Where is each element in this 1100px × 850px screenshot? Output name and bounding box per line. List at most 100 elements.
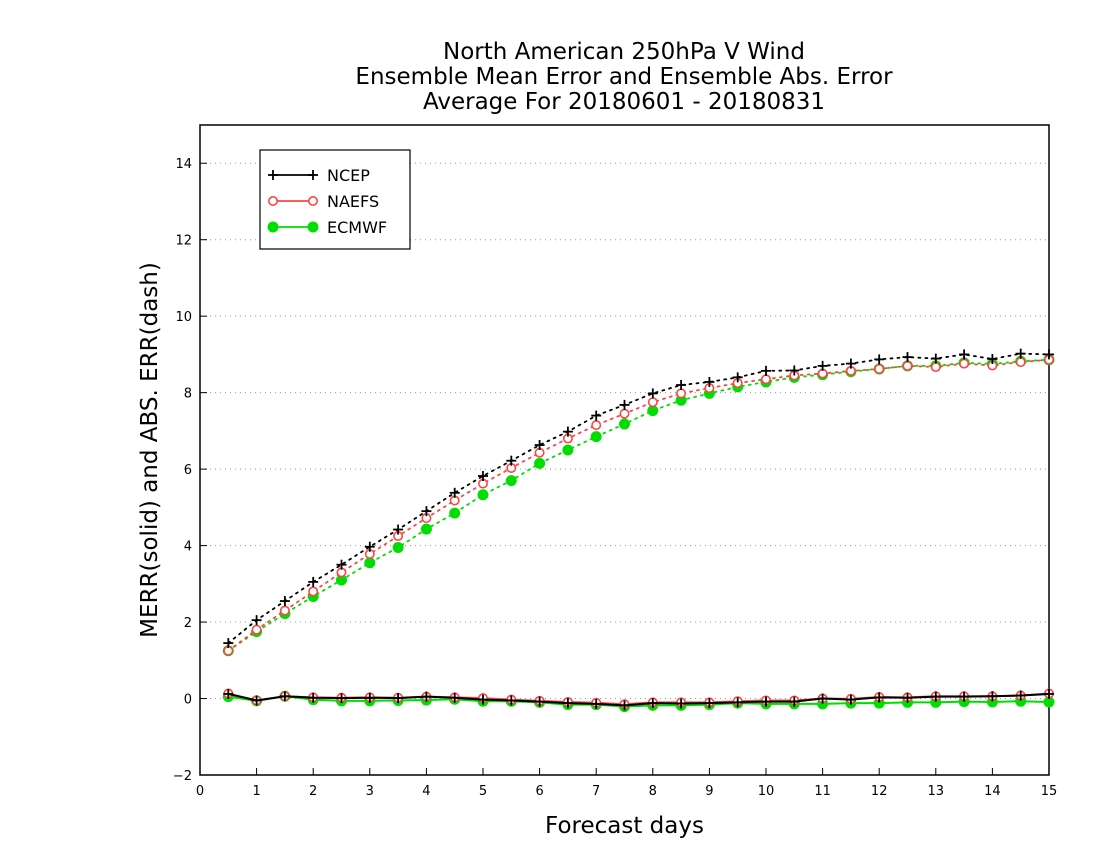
- legend-item-ncep: NCEP: [268, 166, 370, 185]
- y-tick-label: −2: [173, 769, 192, 784]
- legend-marker: [307, 196, 318, 207]
- series-group: [222, 348, 1055, 713]
- abs-err-point: [534, 457, 546, 469]
- abs-err-point: [874, 363, 885, 374]
- abs-err-point: [223, 638, 234, 649]
- abs-err-point: [874, 354, 885, 365]
- abs-err-point: [279, 596, 290, 607]
- x-tick-label: 0: [196, 784, 204, 799]
- abs-err-point: [393, 524, 404, 535]
- legend-marker: [308, 170, 318, 180]
- merr-point: [223, 688, 234, 699]
- merr-point: [959, 691, 970, 702]
- abs-err-point: [817, 360, 828, 371]
- abs-err-point: [676, 388, 687, 399]
- merr-point: [364, 692, 375, 703]
- abs-err-point: [364, 557, 376, 569]
- abs-err-point: [704, 376, 715, 387]
- x-tick-label: 7: [592, 784, 600, 799]
- merr-point: [761, 696, 771, 707]
- plot-frame: [199, 124, 1050, 776]
- abs-err-point: [505, 475, 517, 487]
- merr-point: [421, 691, 432, 702]
- x-tick-label: 6: [535, 784, 543, 799]
- series-naefs: [223, 354, 1055, 710]
- title-line-1: North American 250hPa V Wind: [443, 39, 805, 65]
- merr-point: [591, 698, 602, 709]
- abs-err-point: [789, 365, 800, 376]
- abs-err-point: [732, 372, 743, 383]
- abs-err-point: [562, 444, 574, 456]
- y-tick-label: 2: [184, 616, 192, 631]
- x-tick-label: 3: [366, 784, 374, 799]
- merr-point: [704, 698, 715, 709]
- x-tick-label: 10: [758, 784, 775, 799]
- title-line-2: Ensemble Mean Error and Ensemble Abs. Er…: [355, 64, 893, 90]
- y-tick-label: 0: [184, 693, 192, 708]
- abs-err-point: [902, 360, 913, 371]
- abs-err-point: [902, 352, 913, 363]
- x-tick-label: 15: [1041, 784, 1058, 799]
- legend: NCEP NAEFS ECMWF: [259, 149, 411, 250]
- legend-label: NAEFS: [327, 192, 379, 211]
- abs-err-point: [619, 408, 630, 419]
- merr-point: [902, 692, 913, 703]
- legend-box: [259, 149, 411, 250]
- abs-err-point: [364, 541, 375, 552]
- abs-err-point: [420, 523, 432, 535]
- merr-point: [251, 695, 262, 706]
- x-tick-label: 5: [479, 784, 487, 799]
- x-tick-label: 8: [649, 784, 657, 799]
- legend-marker: [267, 196, 278, 207]
- y-tick-label: 4: [184, 540, 192, 555]
- merr-point: [845, 694, 856, 705]
- x-tick-label: 12: [871, 784, 888, 799]
- merr-point: [393, 693, 404, 704]
- abs-err-point: [336, 559, 347, 570]
- abs-err-point: [959, 349, 970, 360]
- abs-err-line-ecmwf: [227, 358, 1050, 652]
- merr-point: [987, 691, 998, 702]
- y-axis-label: MERR(solid) and ABS. ERR(dash): [137, 262, 163, 638]
- abs-err-point: [1015, 348, 1026, 359]
- merr-point: [817, 693, 828, 704]
- abs-err-point: [308, 576, 319, 587]
- merr-point: [562, 698, 573, 709]
- y-tick-label: 14: [175, 157, 192, 172]
- merr-point: [534, 696, 545, 707]
- abs-err-point: [619, 418, 630, 430]
- abs-err-point: [930, 362, 941, 373]
- legend-label: NCEP: [327, 166, 370, 185]
- abs-err-point: [845, 358, 856, 369]
- merr-point: [279, 691, 290, 702]
- legend-item-naefs: NAEFS: [267, 192, 379, 211]
- merr-point: [874, 692, 885, 703]
- abs-err-point: [506, 455, 517, 466]
- abs-err-point: [676, 380, 687, 390]
- abs-err-point: [279, 605, 290, 616]
- y-tick-label: 10: [175, 310, 192, 325]
- merr-point: [647, 698, 658, 709]
- abs-err-point: [959, 358, 970, 369]
- merr-point: [930, 691, 941, 702]
- merr-point: [789, 696, 800, 707]
- abs-err-point: [478, 471, 488, 481]
- merr-point: [506, 695, 517, 706]
- abs-err-point: [591, 420, 602, 431]
- abs-err-point: [760, 374, 771, 385]
- abs-err-point: [251, 615, 262, 626]
- merr-point: [336, 693, 347, 704]
- abs-err-point: [647, 397, 658, 408]
- abs-err-point: [1044, 349, 1054, 360]
- abs-err-point: [477, 489, 489, 501]
- legend-label: ECMWF: [327, 218, 387, 237]
- abs-err-point: [647, 388, 658, 399]
- merr-point: [676, 698, 687, 709]
- abs-err-point: [421, 506, 432, 517]
- legend-marker: [307, 221, 319, 233]
- abs-err-point: [449, 487, 460, 498]
- merr-point: [619, 700, 630, 711]
- x-axis-label: Forecast days: [545, 813, 704, 839]
- abs-err-point: [930, 353, 941, 364]
